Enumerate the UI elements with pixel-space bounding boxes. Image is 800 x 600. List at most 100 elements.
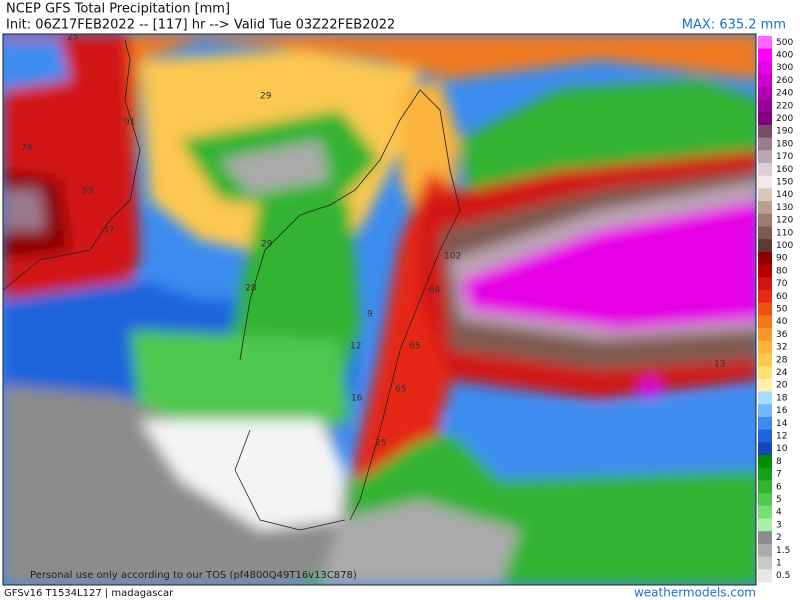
- colorbar-label: 10: [776, 444, 788, 454]
- colorbar-cell: [758, 150, 772, 164]
- colorbar-cell: [758, 391, 772, 405]
- map-label: 64: [429, 286, 441, 296]
- colorbar-label: 300: [776, 63, 793, 73]
- colorbar-label: 110: [776, 228, 793, 238]
- colorbar-label: 18: [776, 393, 788, 403]
- colorbar-cell: [758, 188, 772, 202]
- map-label: 25: [67, 33, 78, 43]
- map-label: 13: [714, 360, 725, 370]
- colorbar-cell: [758, 226, 772, 240]
- colorbar-cell: [758, 467, 772, 481]
- colorbar-cell: [758, 213, 772, 227]
- colorbar-cell: [758, 455, 772, 469]
- colorbar-cell: [758, 404, 772, 418]
- colorbar-cell: [758, 569, 772, 583]
- colorbar-label: 60: [776, 292, 788, 302]
- map-label: 9: [367, 310, 373, 320]
- colorbar-cell: [758, 353, 772, 367]
- map-label: 29: [261, 240, 273, 250]
- colorbar-cell: [758, 480, 772, 494]
- colorbar-label: 260: [776, 76, 793, 86]
- colorbar-cell: [758, 251, 772, 266]
- model-info: GFSv16 T1534L127 | madagascar: [4, 588, 174, 599]
- colorbar-label: 160: [776, 165, 793, 175]
- colorbar-label: 5: [776, 495, 782, 505]
- colorbar-label: 70: [776, 279, 788, 289]
- map-label: 74: [21, 144, 33, 154]
- colorbar-cell: [758, 86, 772, 100]
- colorbar-cell: [758, 112, 772, 126]
- colorbar-label: 170: [776, 152, 793, 162]
- colorbar-cell: [758, 518, 772, 532]
- colorbar-cell: [758, 48, 772, 62]
- map-label: 89: [82, 187, 94, 197]
- colorbar-label: 36: [776, 330, 788, 340]
- colorbar-cell: [758, 74, 772, 88]
- colorbar-label: 3: [776, 520, 782, 530]
- site-link[interactable]: weathermodels.com: [634, 586, 756, 600]
- colorbar-label: 14: [776, 419, 788, 429]
- colorbar-label: 4: [776, 508, 782, 518]
- colorbar-cell: [758, 442, 772, 456]
- colorbar-label: 190: [776, 127, 793, 137]
- colorbar-label: 2: [776, 533, 782, 543]
- colorbar-label: 240: [776, 89, 793, 99]
- colorbar-cell: [758, 201, 772, 215]
- map-label: 65: [395, 385, 406, 395]
- colorbar-label: 140: [776, 190, 793, 200]
- colorbar-cell: [758, 315, 772, 329]
- colorbar-label: 130: [776, 203, 793, 213]
- colorbar-label: 100: [776, 241, 793, 251]
- colorbar-cell: [758, 277, 772, 291]
- colorbar-cell: [758, 124, 772, 139]
- colorbar-cell: [758, 378, 772, 393]
- map: 25 29 91 74 89 37 29 28 9 12 102 64 65 6…: [3, 33, 756, 585]
- map-label: 65: [409, 342, 420, 352]
- colorbar-label: 1: [776, 558, 782, 568]
- max-value: MAX: 635.2 mm: [682, 18, 786, 33]
- colorbar-label: 16: [776, 406, 788, 416]
- colorbar-label: 500: [776, 38, 793, 48]
- notice: Personal use only according to our TOS (…: [30, 570, 357, 581]
- colorbar-cell: [758, 239, 772, 253]
- colorbar-label: 20: [776, 381, 788, 391]
- colorbar-label: 180: [776, 139, 793, 149]
- colorbar-label: 12: [776, 431, 787, 441]
- map-label: 37: [103, 226, 114, 236]
- map-label: 29: [260, 92, 272, 102]
- colorbar-cell: [758, 99, 772, 113]
- colorbar-label: 28: [776, 355, 788, 365]
- colorbar-label: 50: [776, 305, 788, 315]
- title: NCEP GFS Total Precipitation [mm]: [6, 2, 230, 17]
- colorbar-cell: [758, 137, 772, 151]
- colorbar-label: 150: [776, 178, 793, 188]
- colorbar-label: 32: [776, 343, 787, 353]
- colorbar-label: 1.5: [776, 546, 790, 556]
- colorbar-cell: [758, 264, 772, 278]
- colorbar-cell: [758, 36, 772, 50]
- colorbar-cell: [758, 162, 772, 177]
- map-label: 91: [124, 118, 135, 128]
- colorbar-cell: [758, 289, 772, 304]
- colorbar-label: 0.5: [776, 571, 790, 581]
- colorbar-cell: [758, 556, 772, 570]
- colorbar-cell: [758, 61, 772, 75]
- map-label: 16: [351, 394, 363, 404]
- colorbar-cell: [758, 493, 772, 507]
- colorbar-label: 7: [776, 470, 782, 480]
- map-label: 25: [375, 439, 386, 449]
- colorbar-label: 40: [776, 317, 788, 327]
- colorbar-label: 8: [776, 457, 782, 467]
- colorbar-label: 90: [776, 254, 788, 264]
- map-label: 102: [444, 252, 461, 262]
- colorbar-cell: [758, 505, 772, 520]
- colorbar-cell: [758, 340, 772, 354]
- map-label: 12: [350, 342, 361, 352]
- colorbar: 5004003002602402202001901801701601501401…: [758, 36, 793, 583]
- colorbar-label: 6: [776, 482, 782, 492]
- colorbar-label: 200: [776, 114, 793, 124]
- colorbar-label: 80: [776, 266, 788, 276]
- colorbar-cell: [758, 543, 772, 558]
- colorbar-label: 400: [776, 51, 793, 61]
